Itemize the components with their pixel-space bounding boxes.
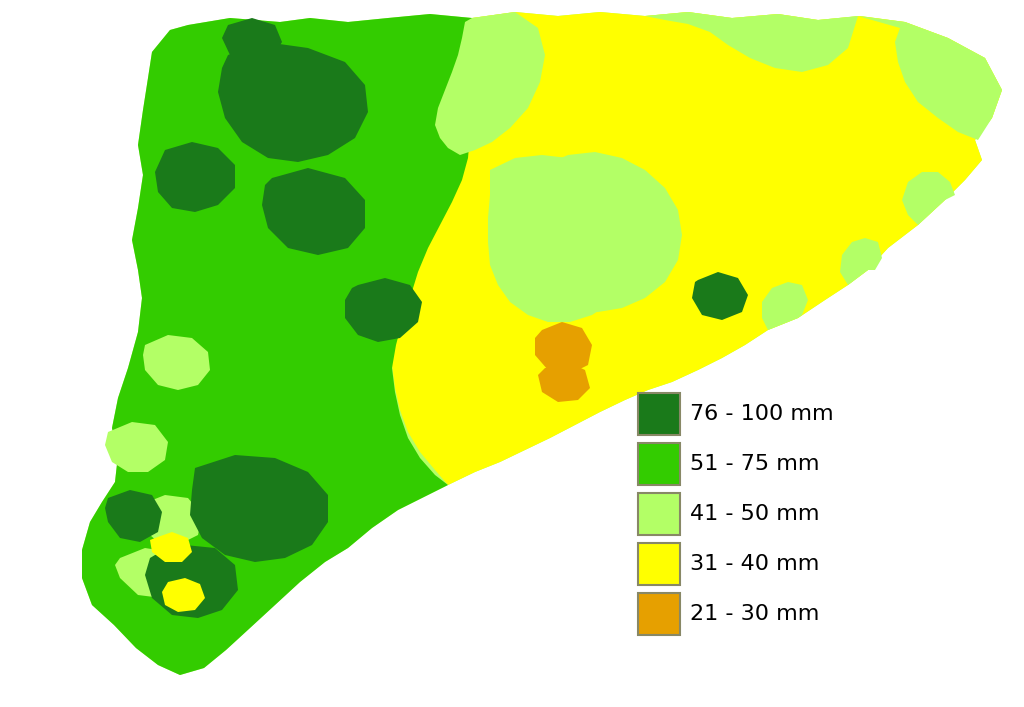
Polygon shape — [762, 282, 808, 330]
Polygon shape — [115, 548, 185, 598]
Polygon shape — [138, 495, 202, 545]
Polygon shape — [82, 14, 472, 675]
Polygon shape — [262, 168, 365, 255]
Polygon shape — [105, 422, 168, 472]
Polygon shape — [218, 42, 368, 162]
Polygon shape — [858, 16, 1002, 140]
Polygon shape — [190, 455, 328, 562]
Polygon shape — [518, 152, 682, 312]
Text: 51 - 75 mm: 51 - 75 mm — [690, 454, 819, 474]
Polygon shape — [82, 12, 1002, 675]
Polygon shape — [645, 12, 858, 72]
Bar — [638, 493, 680, 535]
Bar — [638, 543, 680, 585]
Text: 21 - 30 mm: 21 - 30 mm — [690, 604, 819, 624]
Text: 31 - 40 mm: 31 - 40 mm — [690, 554, 819, 574]
Polygon shape — [535, 322, 592, 375]
Polygon shape — [392, 12, 1002, 485]
Polygon shape — [105, 490, 162, 542]
Polygon shape — [345, 278, 422, 342]
Bar — [638, 393, 680, 435]
Polygon shape — [840, 238, 882, 285]
Polygon shape — [143, 335, 210, 390]
Polygon shape — [155, 142, 234, 212]
Polygon shape — [435, 12, 545, 155]
Bar — [638, 593, 680, 635]
Polygon shape — [902, 172, 955, 225]
Text: 76 - 100 mm: 76 - 100 mm — [690, 404, 834, 424]
Polygon shape — [488, 155, 642, 322]
Polygon shape — [150, 532, 193, 562]
Bar — [638, 443, 680, 485]
Polygon shape — [145, 545, 238, 618]
Polygon shape — [222, 18, 282, 62]
Text: 41 - 50 mm: 41 - 50 mm — [690, 504, 819, 524]
Polygon shape — [162, 578, 205, 612]
Polygon shape — [538, 362, 590, 402]
Polygon shape — [692, 272, 748, 320]
